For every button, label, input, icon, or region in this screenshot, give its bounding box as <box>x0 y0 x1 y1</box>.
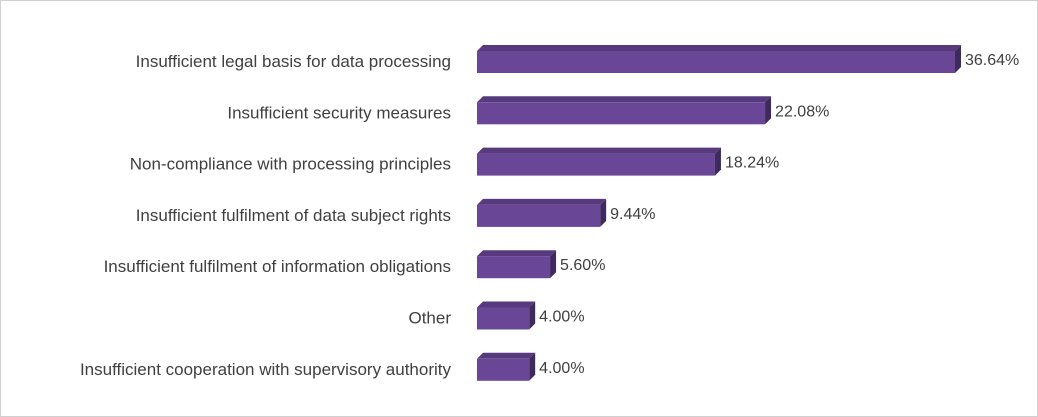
category-label: Insufficient legal basis for data proces… <box>136 52 451 71</box>
bar-side-face <box>529 352 536 381</box>
bar-top-face <box>477 198 607 205</box>
bar-group <box>477 301 536 330</box>
bar-group <box>477 250 557 279</box>
bar-side-face <box>529 301 536 330</box>
bar-top-face <box>477 45 961 51</box>
bar-side-face <box>714 147 721 176</box>
data-label: 18.24% <box>725 155 779 172</box>
bar-side-face <box>765 96 772 125</box>
bar-top-face <box>477 96 772 103</box>
bar <box>477 102 766 125</box>
data-label: 5.60% <box>560 257 605 274</box>
bar-group <box>477 96 772 125</box>
bar-top-face <box>477 301 536 308</box>
data-label: 22.08% <box>775 103 829 120</box>
bar-group <box>477 147 721 176</box>
data-label: 4.00% <box>539 309 584 326</box>
category-label: Insufficient security measures <box>227 103 451 122</box>
data-label: 4.00% <box>539 360 584 377</box>
bar-side-face <box>550 250 557 279</box>
category-label: Insufficient fulfilment of information o… <box>104 257 451 276</box>
bar <box>477 51 955 73</box>
bar-group <box>477 45 961 73</box>
bar-side-face <box>600 198 607 227</box>
data-label: 36.64% <box>965 52 1019 69</box>
bar-group <box>477 198 607 227</box>
bar-side-face <box>955 45 961 73</box>
category-label: Insufficient fulfilment of data subject … <box>136 206 451 225</box>
category-label: Other <box>408 309 451 328</box>
bar <box>477 256 551 279</box>
data-label: 9.44% <box>610 206 655 223</box>
bar <box>477 204 601 227</box>
category-label: Non-compliance with processing principle… <box>130 155 451 174</box>
bar-group <box>477 352 536 381</box>
bar <box>477 358 530 381</box>
category-label: Insufficient cooperation with supervisor… <box>80 360 452 379</box>
bar-top-face <box>477 147 721 154</box>
bar-top-face <box>477 250 557 257</box>
bar-top-face <box>477 352 536 359</box>
bar <box>477 307 530 330</box>
bar <box>477 153 715 176</box>
